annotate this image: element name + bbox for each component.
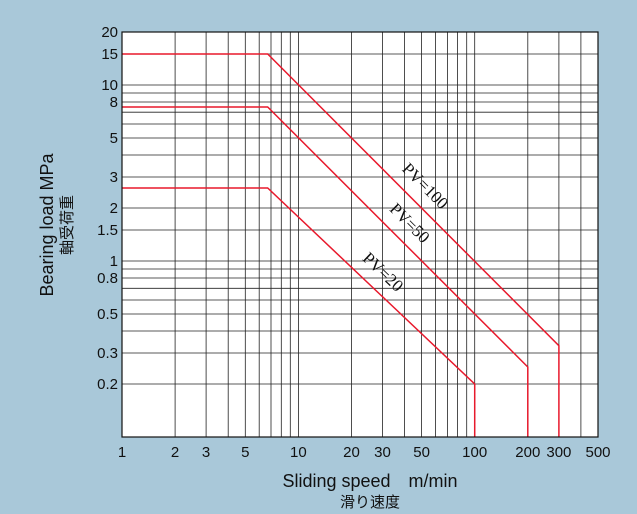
x-tick-label: 10 <box>290 444 307 461</box>
x-tick-labels: 1 2 3 5 10 20 30 50 100 200 300 500 <box>118 444 611 461</box>
x-tick-label: 100 <box>462 444 487 461</box>
x-tick-label: 500 <box>585 444 610 461</box>
x-axis-subtitle: 滑り速度 <box>340 494 400 511</box>
series-line-1 <box>122 53 560 437</box>
x-tick-label: 50 <box>413 444 430 461</box>
y-tick-label: 5 <box>110 130 118 147</box>
x-tick-label: 5 <box>241 444 249 461</box>
y-tick-label: 0.2 <box>97 376 118 393</box>
y-axis-subtitle: 軸受荷重 <box>59 195 76 255</box>
y-tick-label: 20 <box>101 24 118 41</box>
y-tick-label: 3 <box>110 169 118 186</box>
y-axis-title: Bearing load MPa <box>37 152 57 296</box>
x-tick-label: 2 <box>171 444 179 461</box>
x-tick-label: 200 <box>515 444 540 461</box>
y-tick-label: 15 <box>101 46 118 63</box>
x-tick-label: 300 <box>546 444 571 461</box>
y-tick-label: 0.3 <box>97 345 118 362</box>
x-tick-label: 1 <box>118 444 126 461</box>
plot-frame <box>121 31 599 438</box>
x-tick-label: 30 <box>374 444 391 461</box>
series-line-2 <box>122 106 529 437</box>
y-tick-label: 2 <box>110 200 118 217</box>
y-tick-label: 10 <box>101 77 118 94</box>
y-tick-label: 0.5 <box>97 306 118 323</box>
x-tick-label: 3 <box>202 444 210 461</box>
y-tick-labels: 20 15 108 5 3 2 1.5 10.8 0.5 0.3 0.2 <box>97 24 118 393</box>
y-tick-label: 0.8 <box>97 270 118 287</box>
plot-area <box>122 32 598 437</box>
series-line-3 <box>122 187 476 437</box>
y-tick-label: 8 <box>110 94 118 111</box>
x-axis-title: Sliding speed m/min <box>282 471 457 491</box>
y-tick-label: 1.5 <box>97 222 118 239</box>
x-tick-label: 20 <box>343 444 360 461</box>
y-tick-label: 1 <box>110 253 118 270</box>
series-lines <box>122 53 560 437</box>
